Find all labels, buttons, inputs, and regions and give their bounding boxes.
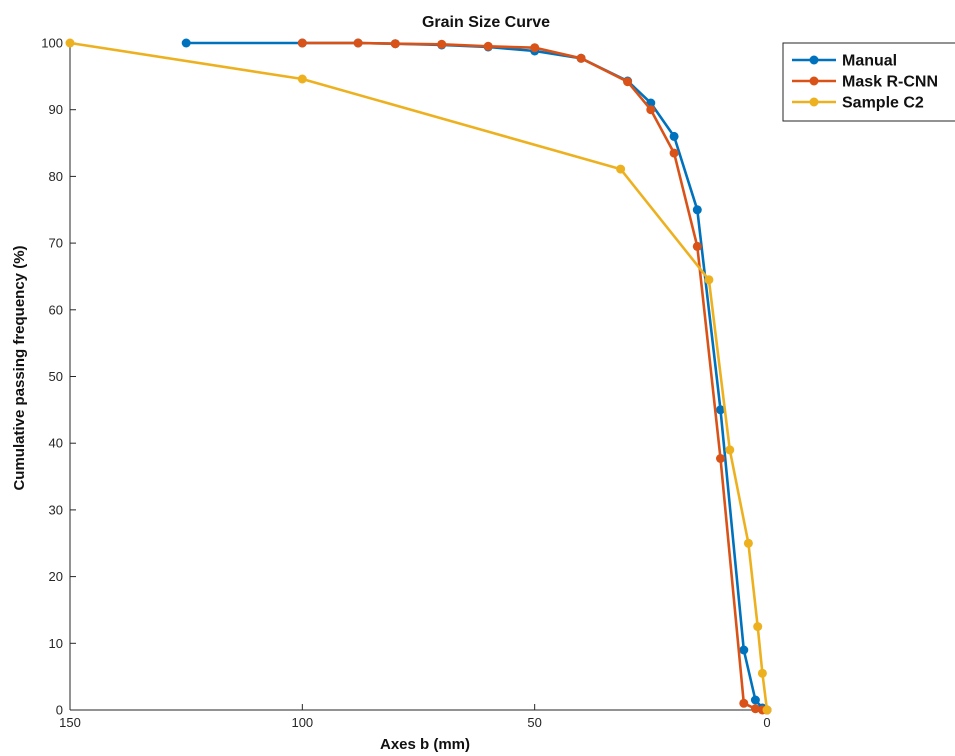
series-3-point <box>616 164 626 174</box>
y-tick-label: 20 <box>49 569 63 584</box>
x-tick-label: 0 <box>763 715 770 730</box>
series-3-point <box>743 538 753 548</box>
x-tick-label: 150 <box>59 715 81 730</box>
legend-item-1-marker <box>809 55 819 65</box>
y-tick-label: 50 <box>49 369 63 384</box>
y-ticks: 0 10 20 30 40 50 60 70 80 90 100 <box>41 36 76 718</box>
y-tick-label: 90 <box>49 102 63 117</box>
series-layer <box>65 38 772 715</box>
series-3 <box>65 38 772 715</box>
series-1-point <box>716 405 725 415</box>
y-tick-label: 30 <box>49 502 63 517</box>
series-2-point <box>716 454 725 463</box>
x-axis-title: Axes b (mm) <box>380 736 470 753</box>
series-2-point <box>530 43 540 53</box>
series-2-point <box>646 105 656 115</box>
legend-item-3-label: Sample C2 <box>842 95 924 112</box>
series-2-point <box>297 38 307 48</box>
legend-item-2-marker <box>809 76 819 86</box>
series-2-point <box>692 241 702 251</box>
legend-items: Manual Mask R-CNN Sample C2 <box>792 53 938 112</box>
plot-area <box>70 43 767 710</box>
y-tick-label: 60 <box>49 302 63 317</box>
series-3-point <box>704 275 714 285</box>
y-tick-label: 100 <box>41 36 63 51</box>
series-2-point <box>623 77 633 87</box>
series-2-point <box>353 38 363 48</box>
series-2-point <box>437 39 447 49</box>
series-3-point <box>757 668 767 678</box>
series-1-point <box>750 695 760 705</box>
series-2-point <box>576 53 586 63</box>
legend-item-2-label: Mask R-CNN <box>842 74 938 91</box>
series-3-point <box>753 622 763 632</box>
chart-title: Grain Size Curve <box>422 14 550 31</box>
series-3-point <box>762 705 772 715</box>
series-1-point <box>669 131 679 141</box>
legend: Manual Mask R-CNN Sample C2 <box>782 42 955 122</box>
series-2-point <box>750 704 760 714</box>
legend-item-1-label: Manual <box>842 53 897 70</box>
y-tick-label: 10 <box>49 636 63 651</box>
series-2-point <box>669 148 679 158</box>
x-tick-label: 100 <box>291 715 313 730</box>
series-1-point <box>739 645 749 655</box>
y-tick-label: 0 <box>56 703 63 718</box>
y-tick-label: 70 <box>49 236 63 251</box>
series-2-line <box>302 41 767 712</box>
y-tick-label: 40 <box>49 436 63 451</box>
series-2-point <box>739 698 749 708</box>
y-axis-title: Cumulative passing frequency (%) <box>11 245 28 490</box>
series-1-point <box>692 205 702 215</box>
series-3-point <box>65 38 75 48</box>
series-2-point <box>390 39 400 49</box>
series-1-point <box>181 38 191 48</box>
series-3-point <box>297 74 307 84</box>
y-tick-label: 80 <box>49 169 63 184</box>
series-3-point <box>725 445 735 455</box>
series-2-point <box>483 41 493 51</box>
x-tick-label: 50 <box>527 715 541 730</box>
legend-item-3-marker <box>809 97 819 107</box>
